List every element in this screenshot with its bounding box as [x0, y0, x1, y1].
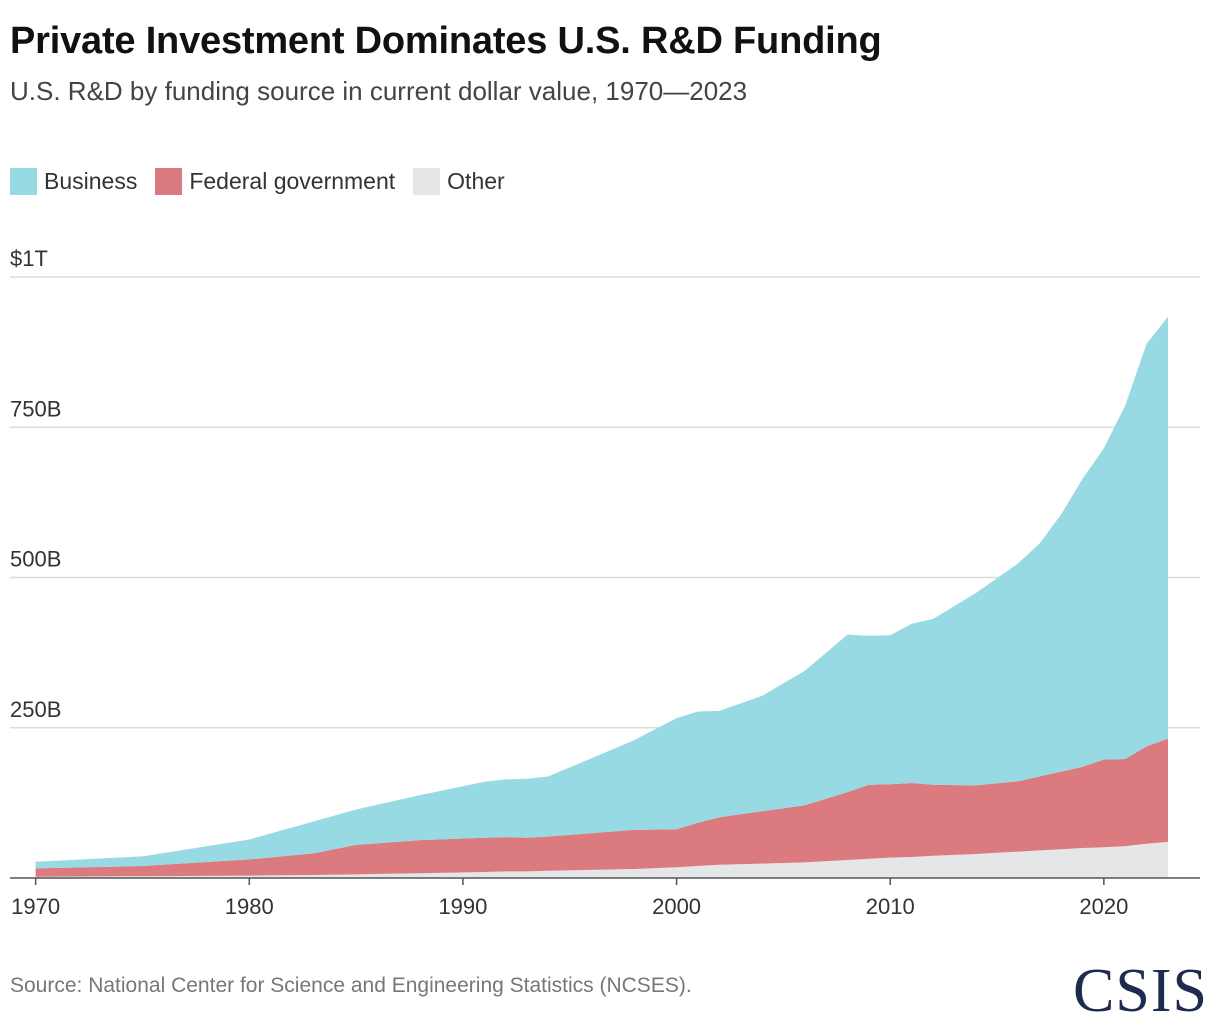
area-series-business	[35, 316, 1169, 869]
legend-swatch-other	[413, 168, 441, 195]
legend: Business Federal government Other	[10, 168, 523, 195]
legend-label-federal-government: Federal government	[189, 168, 396, 194]
legend-label-other: Other	[447, 168, 505, 194]
legend-label-business: Business	[44, 168, 138, 194]
legend-item-business: Business	[10, 168, 137, 195]
chart-title: Private Investment Dominates U.S. R&D Fu…	[10, 20, 882, 62]
y-tick-label-$1T: $1T	[10, 246, 48, 271]
x-tick-label-2000: 2000	[652, 894, 701, 919]
x-tick-label-2020: 2020	[1079, 894, 1128, 919]
x-tick-label-2010: 2010	[866, 894, 915, 919]
legend-item-other: Other	[413, 168, 505, 195]
area-series-other	[35, 841, 1169, 878]
legend-item-federal-government: Federal government	[155, 168, 395, 195]
legend-swatch-federal-government	[155, 168, 183, 195]
y-tick-label-250B: 250B	[10, 697, 61, 722]
y-tick-label-500B: 500B	[10, 547, 61, 572]
source-note: Source: National Center for Science and …	[10, 974, 692, 997]
csis-logo: CSIS	[1073, 957, 1208, 1025]
area-series-federal-government	[35, 738, 1169, 877]
x-tick-label-1990: 1990	[438, 894, 487, 919]
y-tick-label-750B: 750B	[10, 396, 61, 421]
x-tick-label-1980: 1980	[225, 894, 274, 919]
chart-subtitle: U.S. R&D by funding source in current do…	[10, 76, 748, 106]
legend-swatch-business	[10, 168, 37, 195]
x-tick-label-1970: 1970	[11, 894, 60, 919]
